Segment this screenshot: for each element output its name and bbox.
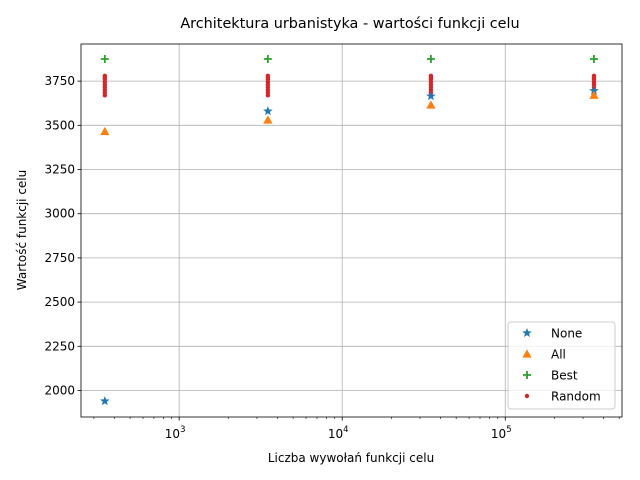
y-tick-label: 2250 (44, 339, 75, 353)
y-tick-label: 3500 (44, 118, 75, 132)
y-tick-label: 3750 (44, 74, 75, 88)
legend-marker-best (523, 371, 531, 379)
x-tick-label: 104 (328, 425, 349, 441)
y-tick-label: 2750 (44, 251, 75, 265)
data-point-all (426, 100, 436, 109)
y-tick-label: 2500 (44, 295, 75, 309)
legend-label-random: Random (551, 390, 601, 404)
axis-ticks: 103 104 105 2000 2250 2500 2750 3000 3250 3500 375… (44, 74, 620, 441)
legend-label-all: All (551, 348, 566, 362)
x-tick-label: 103 (165, 425, 186, 441)
data-point-best (589, 55, 598, 64)
series-best (100, 55, 598, 64)
plot-frame (80, 43, 623, 418)
legend-label-best: Best (551, 369, 578, 383)
chart-title: Architektura urbanistyka - wartości funk… (180, 16, 519, 32)
data-point-random (102, 73, 108, 79)
data-points (100, 55, 599, 406)
x-axis-label: Liczba wywołań funkcji celu (268, 451, 434, 465)
y-tick-label: 2000 (44, 383, 75, 397)
y-tick-label: 3000 (44, 207, 75, 221)
grid (81, 44, 622, 417)
data-point-none (589, 85, 599, 95)
y-tick-label: 3250 (44, 163, 75, 177)
data-point-best (263, 55, 272, 64)
data-point-best (100, 55, 109, 64)
legend-label-none: None (551, 327, 582, 341)
data-point-random (591, 73, 597, 79)
data-point-random (265, 73, 271, 79)
data-point-all (263, 115, 273, 124)
data-point-none (426, 91, 436, 101)
data-point-none (263, 106, 273, 116)
legend-marker-all (522, 349, 532, 358)
legend: None All Best Random (507, 321, 616, 410)
series-all (100, 90, 599, 136)
series-random (102, 73, 597, 98)
y-axis-label: Wartość funkcji celu (15, 170, 29, 290)
data-point-all (100, 126, 110, 136)
data-point-best (426, 55, 435, 64)
x-tick-label: 105 (491, 425, 512, 441)
data-point-all (589, 90, 599, 99)
data-point-none (100, 396, 110, 406)
legend-marker-random (524, 393, 530, 399)
legend-box (507, 321, 616, 410)
legend-marker-none (522, 328, 532, 338)
data-point-random (428, 73, 434, 79)
series-none (100, 85, 599, 406)
